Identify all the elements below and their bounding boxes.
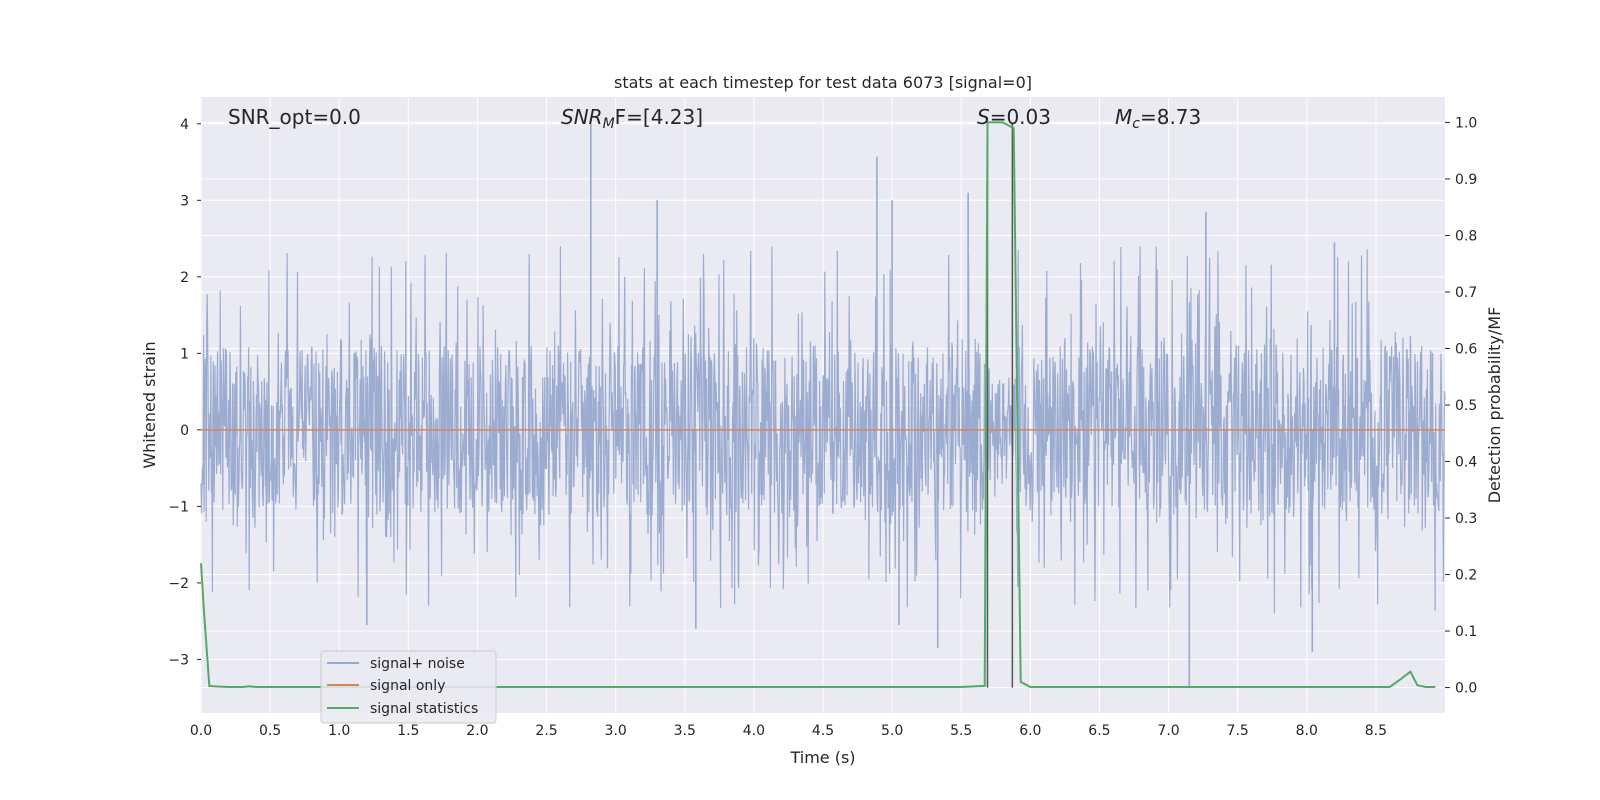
statistics-line bbox=[200, 121, 1436, 688]
y-axis-right-label: Detection probability/MF bbox=[1485, 307, 1504, 504]
y-right-tick-label: 0.0 bbox=[1455, 681, 1477, 697]
y-left-tick-label: −1 bbox=[168, 499, 189, 515]
y-right-tick-label: 0.2 bbox=[1455, 568, 1477, 584]
y-left-tick-label: 2 bbox=[180, 270, 189, 286]
y-left-tick-label: −2 bbox=[168, 576, 189, 592]
y-axis-left-label: Whitened strain bbox=[140, 341, 159, 468]
mc-sub: c bbox=[1132, 116, 1140, 132]
x-tick-label: 1.0 bbox=[328, 723, 350, 739]
axis-ticks: 0.0 0.5 1.0 1.5 2.0 2.5 3.0 3.5 4.0 4.5 5.0 5.5 6.0 6… bbox=[168, 115, 1477, 739]
mc-main: M bbox=[1115, 105, 1132, 129]
x-tick-label: 8.0 bbox=[1296, 723, 1318, 739]
y-left-tick-label: 3 bbox=[180, 193, 189, 209]
y-right-tick-label: 0.5 bbox=[1455, 398, 1477, 414]
snr-mf-sub: M bbox=[603, 116, 615, 132]
x-axis-label: Time (s) bbox=[789, 748, 855, 767]
chart-title: stats at each timestep for test data 607… bbox=[614, 73, 1032, 92]
s-rest: =0.03 bbox=[990, 105, 1051, 129]
y-left-tick-label: 0 bbox=[180, 423, 189, 439]
x-tick-label: 0.0 bbox=[190, 723, 212, 739]
snr-mf-rest: F=[4.23] bbox=[615, 105, 703, 129]
statistics-series bbox=[200, 121, 1436, 688]
mc-rest: =8.73 bbox=[1140, 105, 1201, 129]
x-tick-label: 6.0 bbox=[1019, 723, 1041, 739]
legend-box bbox=[320, 650, 497, 724]
y-right-tick-label: 0.8 bbox=[1455, 228, 1477, 244]
y-right-tick-label: 0.3 bbox=[1455, 511, 1477, 527]
s-main: S bbox=[977, 105, 990, 129]
x-tick-label: 2.0 bbox=[466, 723, 488, 739]
x-tick-label: 0.5 bbox=[259, 723, 281, 739]
x-tick-label: 3.0 bbox=[605, 723, 627, 739]
annotation-snr-opt: SNR_opt=0.0 bbox=[228, 105, 361, 129]
x-tick-label: 1.5 bbox=[397, 723, 419, 739]
x-tick-label: 7.5 bbox=[1227, 723, 1249, 739]
y-right-tick-label: 0.6 bbox=[1455, 341, 1477, 357]
annotation-snr-mf: SNRMF=[4.23] bbox=[561, 105, 703, 132]
y-left-tick-label: −3 bbox=[168, 652, 189, 668]
legend: signal+ noise signal only signal statist… bbox=[320, 650, 497, 724]
legend-label-noise: signal+ noise bbox=[370, 656, 465, 672]
y-right-tick-label: 1.0 bbox=[1455, 115, 1477, 131]
y-left-tick-label: 4 bbox=[180, 117, 189, 133]
y-right-tick-label: 0.9 bbox=[1455, 172, 1477, 188]
y-right-tick-label: 0.7 bbox=[1455, 285, 1477, 301]
y-right-tick-label: 0.1 bbox=[1455, 624, 1477, 640]
x-tick-label: 4.0 bbox=[743, 723, 765, 739]
annotation-s: S=0.03 bbox=[977, 105, 1051, 129]
x-tick-label: 7.0 bbox=[1157, 723, 1179, 739]
legend-label-statistics: signal statistics bbox=[370, 701, 478, 717]
x-tick-label: 2.5 bbox=[535, 723, 557, 739]
noise-series bbox=[200, 123, 1446, 687]
x-tick-label: 4.5 bbox=[812, 723, 834, 739]
y-left-tick-label: 1 bbox=[180, 346, 189, 362]
x-tick-label: 5.0 bbox=[881, 723, 903, 739]
noise-line bbox=[200, 246, 1446, 614]
x-tick-label: 8.5 bbox=[1365, 723, 1387, 739]
annotation-mc: Mc=8.73 bbox=[1115, 105, 1201, 132]
snr-mf-main: SNR bbox=[561, 105, 603, 129]
x-tick-label: 6.5 bbox=[1088, 723, 1110, 739]
legend-label-signal-only: signal only bbox=[370, 678, 445, 694]
x-tick-label: 3.5 bbox=[674, 723, 696, 739]
y-right-tick-label: 0.4 bbox=[1455, 455, 1477, 471]
x-tick-label: 5.5 bbox=[950, 723, 972, 739]
